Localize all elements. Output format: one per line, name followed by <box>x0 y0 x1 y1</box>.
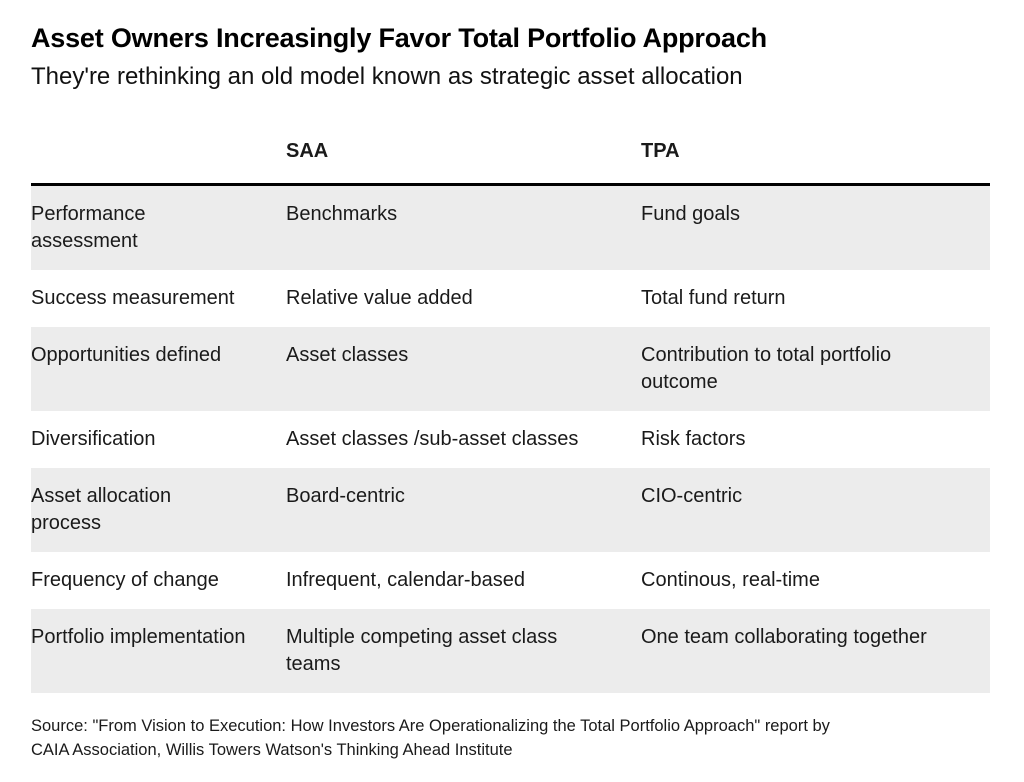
cell-saa: Asset classes /sub-asset classes <box>286 428 579 450</box>
cell-saa: Asset classes <box>286 344 409 366</box>
cell-saa: Multiple competing asset class teams <box>286 626 558 675</box>
cell-tpa: Total fund return <box>641 287 786 309</box>
table-row: Portfolio implementation Multiple compet… <box>31 609 990 693</box>
source-note: Source: "From Vision to Execution: How I… <box>31 714 990 762</box>
cell-tpa: Risk factors <box>641 428 746 450</box>
comparison-table: SAA TPA Performance assessment Benchmark… <box>31 122 990 693</box>
table-row: Performance assessment Benchmarks Fund g… <box>31 184 990 270</box>
column-header-tpa: TPA <box>641 122 990 186</box>
row-label: Diversification <box>31 428 156 450</box>
table-row: Opportunities defined Asset classes Cont… <box>31 327 990 411</box>
row-label: Opportunities defined <box>31 344 222 366</box>
row-label: Success measurement <box>31 287 235 309</box>
cell-saa: Board-centric <box>286 485 405 507</box>
source-line-1: Source: "From Vision to Execution: How I… <box>31 717 830 735</box>
row-label: Portfolio implementation <box>31 626 246 648</box>
row-label: Performance assessment <box>31 203 146 252</box>
cell-tpa: One team collaborating together <box>641 626 927 648</box>
cell-tpa: Fund goals <box>641 203 740 225</box>
cell-saa: Benchmarks <box>286 203 398 225</box>
chart-title: Asset Owners Increasingly Favor Total Po… <box>31 23 767 53</box>
cell-tpa: CIO-centric <box>641 485 743 507</box>
table-row: Asset allocation process Board-centric C… <box>31 468 990 552</box>
chart-subtitle: They're rethinking an old model known as… <box>31 63 743 90</box>
cell-tpa: Contribution to total portfolio outcome <box>641 344 892 393</box>
row-label: Frequency of change <box>31 569 219 591</box>
row-label: Asset allocation process <box>31 485 172 534</box>
cell-tpa: Continous, real-time <box>641 569 820 591</box>
column-header-blank <box>31 122 286 186</box>
source-line-2: CAIA Association, Willis Towers Watson's… <box>31 741 513 759</box>
table-header-row: SAA TPA <box>31 122 990 186</box>
cell-saa: Relative value added <box>286 287 473 309</box>
column-header-saa: SAA <box>286 122 641 186</box>
table-row: Success measurement Relative value added… <box>31 270 990 327</box>
table-row: Frequency of change Infrequent, calendar… <box>31 552 990 609</box>
table-row: Diversification Asset classes /sub-asset… <box>31 411 990 468</box>
cell-saa: Infrequent, calendar-based <box>286 569 526 591</box>
